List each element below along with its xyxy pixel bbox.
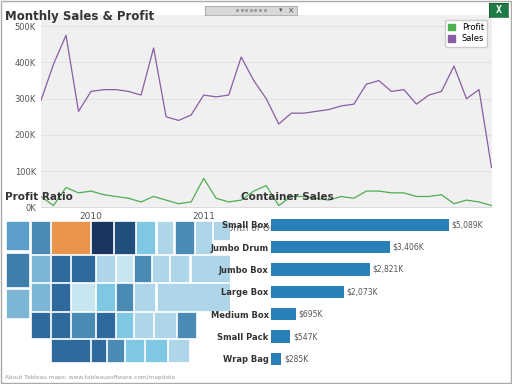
Legend: Profit, Sales: Profit, Sales — [445, 20, 487, 47]
Bar — [134, 283, 155, 311]
Text: $285K: $285K — [284, 354, 308, 364]
Bar — [271, 286, 344, 298]
Bar — [271, 263, 370, 276]
Bar — [116, 255, 133, 282]
Text: $2,073K: $2,073K — [346, 287, 378, 296]
Text: Container Sales: Container Sales — [241, 192, 333, 202]
Text: $547K: $547K — [293, 332, 317, 341]
Text: $2,821K: $2,821K — [372, 265, 403, 274]
Text: $5,089K: $5,089K — [451, 220, 483, 229]
Bar — [271, 331, 290, 343]
Bar — [71, 255, 95, 282]
Bar — [31, 221, 50, 254]
Bar — [168, 339, 189, 362]
Bar — [31, 255, 50, 282]
Bar — [157, 221, 174, 254]
Bar — [96, 283, 115, 311]
Bar — [96, 312, 115, 338]
Bar — [51, 283, 70, 311]
Bar — [271, 353, 281, 365]
X-axis label: Month of Order Date: Month of Order Date — [220, 224, 313, 233]
Bar — [195, 221, 211, 254]
Bar — [71, 283, 95, 311]
Bar — [155, 312, 176, 338]
Bar — [116, 312, 133, 338]
Bar — [107, 339, 124, 362]
Bar — [152, 255, 169, 282]
Bar — [157, 283, 230, 311]
Bar — [6, 253, 29, 288]
Bar — [92, 221, 113, 254]
Bar — [175, 221, 194, 254]
Bar — [177, 312, 196, 338]
Bar — [31, 283, 50, 311]
Bar — [51, 221, 90, 254]
Bar — [96, 255, 115, 282]
Text: Monthly Sales & Profit: Monthly Sales & Profit — [5, 10, 155, 23]
Text: X: X — [496, 5, 502, 15]
Bar — [145, 339, 166, 362]
Bar — [71, 312, 95, 338]
Bar — [271, 218, 449, 231]
Text: ▾: ▾ — [279, 7, 282, 13]
Bar — [51, 255, 70, 282]
Bar — [134, 312, 153, 338]
Bar — [6, 288, 29, 318]
Bar — [125, 339, 144, 362]
Bar — [271, 241, 390, 253]
Text: Profit Ratio: Profit Ratio — [5, 192, 73, 202]
Bar — [134, 255, 151, 282]
Bar — [271, 308, 295, 320]
Bar — [92, 339, 106, 362]
Bar — [51, 312, 70, 338]
Bar — [190, 255, 230, 282]
Bar — [51, 339, 90, 362]
Bar — [6, 221, 29, 250]
Bar — [114, 221, 135, 254]
Bar — [116, 283, 133, 311]
Text: $3,406K: $3,406K — [393, 243, 424, 252]
Bar — [31, 312, 50, 338]
Text: About Tableau maps: www.tableausoftware.com/mapdata: About Tableau maps: www.tableausoftware.… — [5, 375, 175, 380]
Bar — [137, 221, 155, 254]
Bar — [213, 221, 230, 240]
Text: ×: × — [288, 6, 294, 15]
Bar — [170, 255, 189, 282]
Text: $695K: $695K — [298, 310, 323, 319]
